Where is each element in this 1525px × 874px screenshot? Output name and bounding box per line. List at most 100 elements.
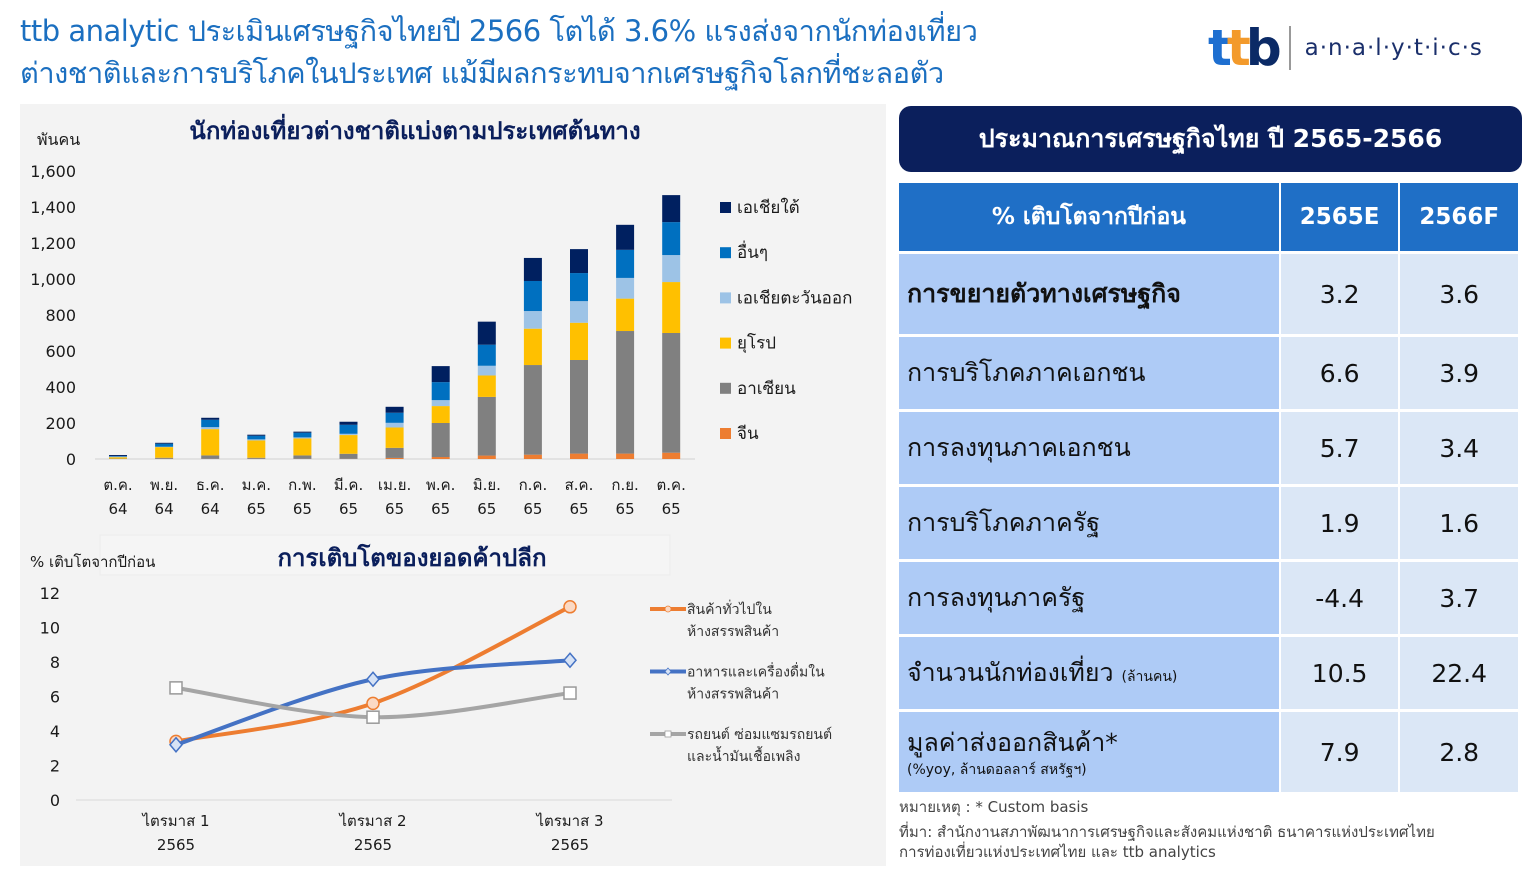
bar-segment (339, 433, 358, 436)
chart-title: การเติบโตของยอดค้าปลีก (277, 543, 546, 572)
x-tick-label: 2565 (157, 836, 195, 854)
bar-segment (385, 427, 404, 448)
bar-segment (662, 255, 681, 283)
y-tick-label: 6 (50, 688, 60, 707)
data-point (169, 681, 183, 695)
title-box (99, 534, 671, 576)
row-label: การบริโภคภาครัฐ (899, 487, 1279, 559)
legend-marker (664, 730, 672, 738)
headline-line-2: ต่างชาติและการบริโภคในประเทศ แม้มีผลกระท… (20, 56, 944, 90)
legend-label: ห้างสรรพสินค้า (687, 624, 779, 640)
bar-segment (477, 396, 496, 456)
value-2565E: 7.9 (1280, 712, 1399, 792)
x-tick-label: 64 (201, 500, 220, 518)
table-row: การลงทุนภาคเอกชน 5.7 3.4 (899, 412, 1518, 484)
bar-segment (293, 431, 312, 433)
legend-label: อื่นๆ (737, 240, 768, 263)
bar-segment (247, 457, 266, 459)
source-note-1: ที่มา: สำนักงานสภาพัฒนาการเศรษฐกิจและสัง… (899, 823, 1435, 841)
bar-segment (431, 382, 450, 401)
legend-label: รถยนต์ ซ่อมแซมรถยนต์ (687, 726, 832, 743)
bar-segment (109, 457, 127, 459)
value-2566F: 22.4 (1400, 637, 1518, 709)
value-2566F: 3.7 (1400, 562, 1518, 634)
bar-segment (293, 455, 312, 459)
row-label: การลงทุนภาครัฐ (899, 562, 1279, 634)
legend-label: จีน (737, 424, 759, 444)
legend-marker (664, 605, 672, 613)
y-tick-label: 12 (40, 584, 60, 603)
bar-segment (431, 406, 450, 423)
bar-segment (616, 249, 635, 278)
row-label-text: การขยายตัวทางเศรษฐกิจ (907, 279, 1181, 308)
retail-line-chart: % เติบโตจากปีก่อน การเติบโตของยอดค้าปลีก 0… (30, 534, 832, 854)
logo-divider (1288, 26, 1291, 70)
bar-segment (662, 222, 681, 256)
bar-segment (385, 412, 404, 423)
legend-swatch (720, 428, 731, 439)
source-note-2: การท่องเที่ยวแห่งประเทศไทย และ ttb analy… (899, 843, 1216, 861)
data-point (366, 671, 380, 688)
x-tick-label: 2565 (354, 836, 392, 854)
x-tick-label: ไตรมาส 1 (141, 812, 209, 830)
bar-segment (201, 429, 220, 456)
data-point (366, 710, 380, 724)
x-tick-label: มิ.ย. (473, 476, 501, 494)
bar-segment (155, 447, 174, 458)
x-tick-label: 65 (523, 500, 542, 518)
bar-segment (293, 438, 312, 456)
bar-segment (431, 400, 450, 407)
forecast-table-title: ประมาณการเศรษฐกิจไทย ปี 2565-2566 (899, 106, 1522, 172)
bar-segment (431, 457, 450, 459)
bar-segment (523, 280, 542, 312)
bar-segment (431, 366, 450, 383)
bar-segment (523, 257, 542, 281)
legend-swatch (720, 292, 731, 304)
value-2566F: 3.9 (1400, 337, 1518, 409)
bar-segment (616, 331, 635, 454)
x-tick-label: 65 (385, 500, 404, 518)
ttb-analytics-logo: ttb a·n·a·l·y·t·i·c·s (1208, 22, 1508, 74)
bar-segment (201, 455, 220, 459)
bar-segment (155, 442, 174, 444)
bar-segment (385, 422, 404, 428)
y-tick-label: 0 (50, 791, 60, 810)
x-tick-label: 65 (662, 500, 681, 518)
row-label-text: การบริโภคภาครัฐ (907, 508, 1100, 537)
y-tick-label: 10 (40, 619, 60, 638)
x-tick-label: 64 (155, 500, 174, 518)
y-tick-label: 1,200 (30, 234, 76, 253)
bar-segment (523, 454, 542, 459)
data-point (563, 652, 577, 669)
value-2566F: 3.4 (1400, 412, 1518, 484)
value-2565E: 10.5 (1280, 637, 1399, 709)
bar-segment (247, 434, 266, 436)
x-tick-label: 65 (431, 500, 450, 518)
bar-segment (477, 455, 496, 459)
ttb-logo-mark: ttb (1208, 19, 1282, 77)
row-label-text: การลงทุนภาคเอกชน (907, 433, 1131, 462)
table-row: การขยายตัวทางเศรษฐกิจ 3.2 3.6 (899, 254, 1518, 334)
bar-segment (523, 328, 542, 366)
forecast-table: % เติบโตจากปีก่อน 2565E 2566F การขยายตัว… (897, 180, 1520, 795)
bar-segment (109, 456, 127, 457)
value-2566F: 3.6 (1400, 254, 1518, 334)
bar-segment (293, 437, 312, 439)
legend-swatch (720, 202, 731, 213)
bar-segment (570, 360, 588, 454)
x-tick-label: มี.ค. (334, 476, 363, 494)
y-tick-label: 4 (50, 722, 60, 741)
bar-segment (201, 427, 220, 430)
y-tick-label: 1,000 (30, 270, 76, 289)
bar-segment (339, 424, 358, 434)
value-2566F: 1.6 (1400, 487, 1518, 559)
table-row: การบริโภคภาครัฐ 1.9 1.6 (899, 487, 1518, 559)
x-tick-label: ก.พ. (288, 476, 317, 494)
bar-segment (523, 311, 542, 329)
legend-swatch (720, 337, 731, 349)
bar-segment (339, 421, 358, 425)
bar-segment (385, 457, 404, 459)
legend-label: เอเชียตะวันออก (737, 288, 852, 308)
y-tick-label: 800 (45, 306, 76, 325)
y-tick-label: 600 (45, 342, 76, 361)
